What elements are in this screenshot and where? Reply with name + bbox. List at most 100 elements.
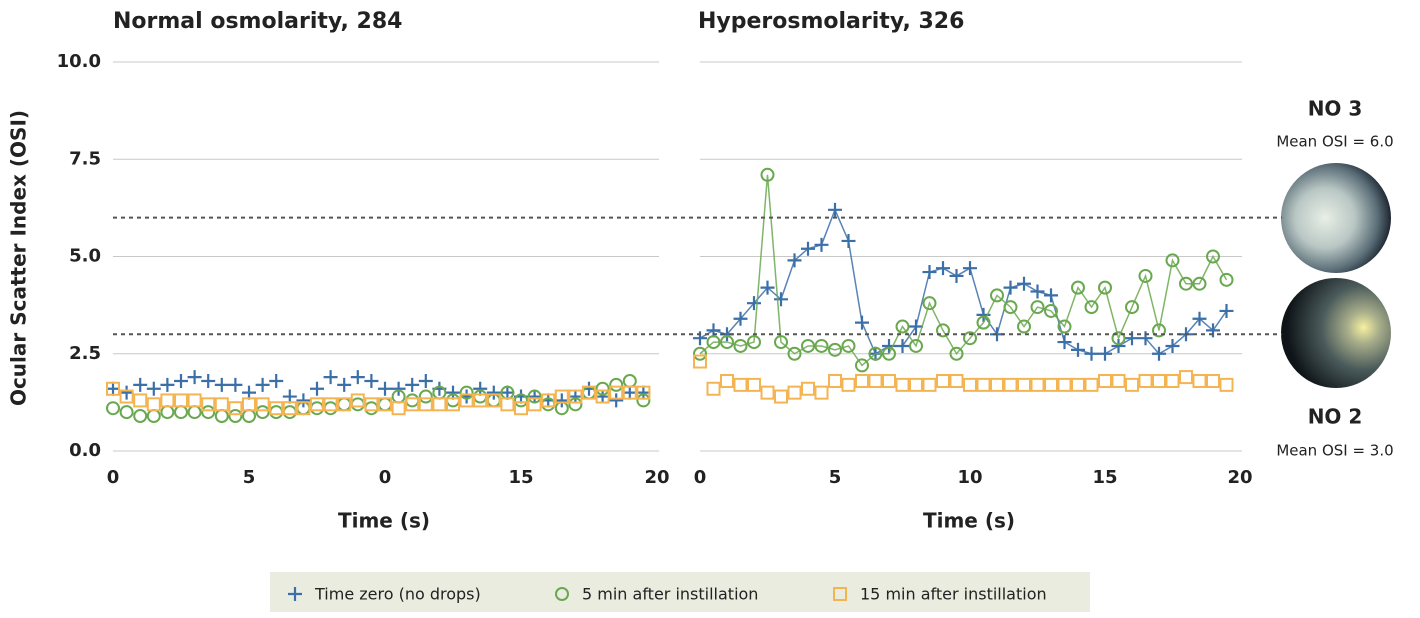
square-marker xyxy=(1221,379,1233,391)
circle-marker xyxy=(216,410,228,422)
annotation-text: Mean OSI = 3.0 xyxy=(1276,442,1393,460)
square-marker xyxy=(148,398,160,410)
circle-marker xyxy=(338,398,350,410)
plus-marker xyxy=(120,386,134,400)
square-marker xyxy=(1018,379,1030,391)
plus-marker xyxy=(351,370,365,384)
x-tick-label: 5 xyxy=(829,467,842,488)
square-marker xyxy=(856,375,868,387)
square-marker xyxy=(816,387,828,399)
plus-marker xyxy=(842,234,856,248)
circle-marker xyxy=(270,406,282,418)
plus-marker xyxy=(310,382,324,396)
chart-title: Hyperosmolarity, 326 xyxy=(698,9,964,34)
square-marker xyxy=(161,394,173,406)
circle-marker xyxy=(189,406,201,418)
square-marker xyxy=(1140,375,1152,387)
circle-marker xyxy=(365,402,377,414)
circle-marker xyxy=(284,406,296,418)
plus-marker xyxy=(1058,335,1072,349)
y-tick-label: 5.0 xyxy=(69,246,101,267)
x-tick-label: 20 xyxy=(644,467,669,488)
eye-photo xyxy=(1281,163,1391,273)
annotation-label: NO 2 xyxy=(1308,405,1363,429)
circle-marker xyxy=(243,410,255,422)
square-marker xyxy=(789,387,801,399)
square-marker xyxy=(802,383,814,395)
x-tick-label: 15 xyxy=(1092,467,1117,488)
plus-marker xyxy=(160,378,174,392)
y-tick-label: 2.5 xyxy=(69,343,101,364)
plus-marker xyxy=(269,374,283,388)
plus-marker xyxy=(828,203,842,217)
square-marker xyxy=(1072,379,1084,391)
circle-marker xyxy=(379,398,391,410)
circle-marker xyxy=(624,375,636,387)
plus-marker xyxy=(855,316,869,330)
square-marker xyxy=(1045,379,1057,391)
chart: Normal osmolarity, 284 Hyperosmolarity, … xyxy=(0,0,1420,614)
plus-marker xyxy=(147,382,161,396)
circle-marker xyxy=(202,406,214,418)
square-marker xyxy=(393,402,405,414)
plus-marker xyxy=(1220,304,1234,318)
square-marker xyxy=(964,379,976,391)
legend-label: 5 min after instillation xyxy=(582,585,758,604)
x-axis-label: Time (s) xyxy=(338,509,430,533)
y-tick-label: 0.0 xyxy=(69,440,101,461)
square-marker xyxy=(1059,379,1071,391)
x-tick-label: 10 xyxy=(957,467,982,488)
square-marker xyxy=(243,398,255,410)
square-marker xyxy=(721,375,733,387)
square-marker xyxy=(708,383,720,395)
square-marker xyxy=(1180,371,1192,383)
square-marker xyxy=(910,379,922,391)
square-marker xyxy=(189,394,201,406)
chart-title: Normal osmolarity, 284 xyxy=(113,9,402,34)
plus-marker xyxy=(201,374,215,388)
square-marker xyxy=(175,394,187,406)
square-marker xyxy=(775,391,787,403)
circle-marker xyxy=(325,402,337,414)
plus-marker xyxy=(815,238,829,252)
eye-photo xyxy=(1281,278,1391,388)
circle-marker xyxy=(406,394,418,406)
circle-marker xyxy=(420,391,432,403)
circle-marker xyxy=(107,402,119,414)
circle-marker xyxy=(610,379,622,391)
square-marker xyxy=(1113,375,1125,387)
x-tick-label: 5 xyxy=(243,467,256,488)
square-marker xyxy=(978,379,990,391)
plus-marker xyxy=(378,382,392,396)
plus-marker xyxy=(106,382,120,396)
plus-marker xyxy=(963,261,977,275)
circle-marker xyxy=(257,406,269,418)
plus-marker xyxy=(174,374,188,388)
square-marker xyxy=(1005,379,1017,391)
plus-marker xyxy=(1098,347,1112,361)
square-marker xyxy=(1032,379,1044,391)
square-marker xyxy=(1099,375,1111,387)
plus-marker xyxy=(337,378,351,392)
plus-marker xyxy=(923,265,937,279)
square-marker xyxy=(924,379,936,391)
plus-marker xyxy=(188,370,202,384)
square-marker xyxy=(870,375,882,387)
circle-marker xyxy=(229,410,241,422)
legend: Time zero (no drops)5 min after instilla… xyxy=(288,585,1047,604)
x-tick-label: 0 xyxy=(107,467,120,488)
square-marker xyxy=(134,394,146,406)
plus-marker xyxy=(1044,288,1058,302)
y-tick-label: 10.0 xyxy=(57,51,101,72)
square-marker xyxy=(1126,379,1138,391)
square-marker xyxy=(937,375,949,387)
square-marker xyxy=(1194,375,1206,387)
square-marker xyxy=(748,379,760,391)
plus-marker xyxy=(936,261,950,275)
legend-label: 15 min after instillation xyxy=(860,585,1047,604)
square-marker xyxy=(843,379,855,391)
circle-marker xyxy=(311,402,323,414)
plus-marker xyxy=(1085,347,1099,361)
circle-marker xyxy=(352,398,364,410)
square-marker xyxy=(501,398,513,410)
